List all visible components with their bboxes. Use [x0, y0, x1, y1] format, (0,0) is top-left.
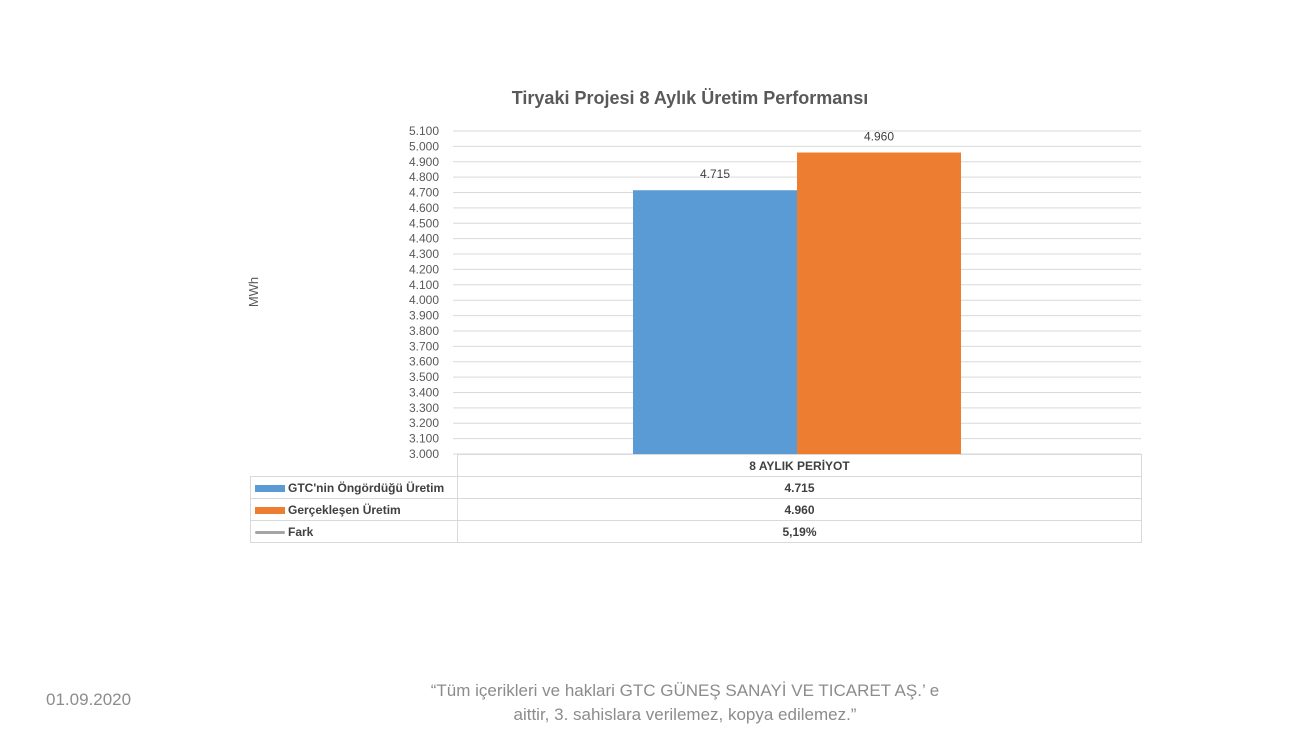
y-tick-label: 3.900	[409, 309, 439, 323]
y-tick-label: 4.200	[409, 262, 439, 276]
y-tick-label: 3.500	[409, 370, 439, 384]
table-row-label: Gerçekleşen Üretim	[250, 498, 458, 521]
y-tick-label: 3.600	[409, 355, 439, 369]
y-tick-label: 3.300	[409, 401, 439, 415]
table-row: GTC'nin Öngördüğü Üretim 4.715	[250, 476, 1142, 499]
bar-data-label: 4.715	[700, 167, 730, 181]
table-row-label: Fark	[250, 520, 458, 543]
legend-key-blue	[255, 484, 285, 492]
table-cell: 4.715	[457, 476, 1142, 499]
y-tick-label: 5.100	[409, 124, 439, 138]
table-cell: 4.960	[457, 498, 1142, 521]
footer-note-line: “Tüm içerikleri ve haklari GTC GÜNEŞ SAN…	[430, 681, 940, 700]
y-tick-label: 4.800	[409, 170, 439, 184]
y-tick-label: 4.000	[409, 293, 439, 307]
table-row-label: GTC'nin Öngördüğü Üretim	[250, 476, 458, 499]
table-cell: 5,19%	[457, 520, 1142, 543]
y-tick-label: 3.200	[409, 416, 439, 430]
table-row: Fark 5,19%	[250, 520, 1142, 543]
table-header-cell: 8 AYLIK PERİYOT	[457, 454, 1142, 477]
y-tick-label: 4.700	[409, 186, 439, 200]
y-tick-label: 4.900	[409, 155, 439, 169]
y-tick-label: 4.300	[409, 247, 439, 261]
y-axis-ticks: 3.0003.1003.2003.3003.4003.5003.6003.700…	[409, 124, 439, 461]
bars	[633, 152, 961, 455]
legend-key-gray-line	[255, 530, 285, 534]
footer-note-line: aittir, 3. sahislara verilemez, kopya ed…	[513, 705, 857, 724]
bar-data-label: 4.960	[864, 130, 894, 144]
series-name: GTC'nin Öngördüğü Üretim	[288, 480, 445, 495]
y-tick-label: 3.100	[409, 432, 439, 446]
y-tick-label: 4.600	[409, 201, 439, 215]
data-labels: 4.715 4.960	[700, 130, 894, 182]
bar-forecast	[633, 190, 797, 454]
footer-date: 01.09.2020	[46, 690, 132, 709]
table-corner-cell	[250, 454, 458, 477]
footer-note: “Tüm içerikleri ve haklari GTC GÜNEŞ SAN…	[410, 679, 960, 727]
bar-actual	[797, 152, 961, 455]
y-tick-label: 5.000	[409, 139, 439, 153]
series-name: Fark	[288, 524, 314, 539]
chart-title: Tiryaki Projesi 8 Aylık Üretim Performan…	[511, 88, 869, 108]
data-table: 8 AYLIK PERİYOT GTC'nin Öngördüğü Üretim…	[250, 454, 1142, 543]
table-header-row: 8 AYLIK PERİYOT	[250, 454, 1142, 477]
y-tick-label: 3.400	[409, 385, 439, 399]
y-tick-label: 4.100	[409, 278, 439, 292]
legend-key-orange	[255, 506, 285, 514]
y-tick-label: 4.400	[409, 232, 439, 246]
series-name: Gerçekleşen Üretim	[288, 502, 401, 517]
y-tick-label: 3.700	[409, 339, 439, 353]
table-row: Gerçekleşen Üretim 4.960	[250, 498, 1142, 521]
y-tick-label: 3.800	[409, 324, 439, 338]
y-axis-title: MWh	[246, 277, 261, 307]
y-tick-label: 4.500	[409, 216, 439, 230]
